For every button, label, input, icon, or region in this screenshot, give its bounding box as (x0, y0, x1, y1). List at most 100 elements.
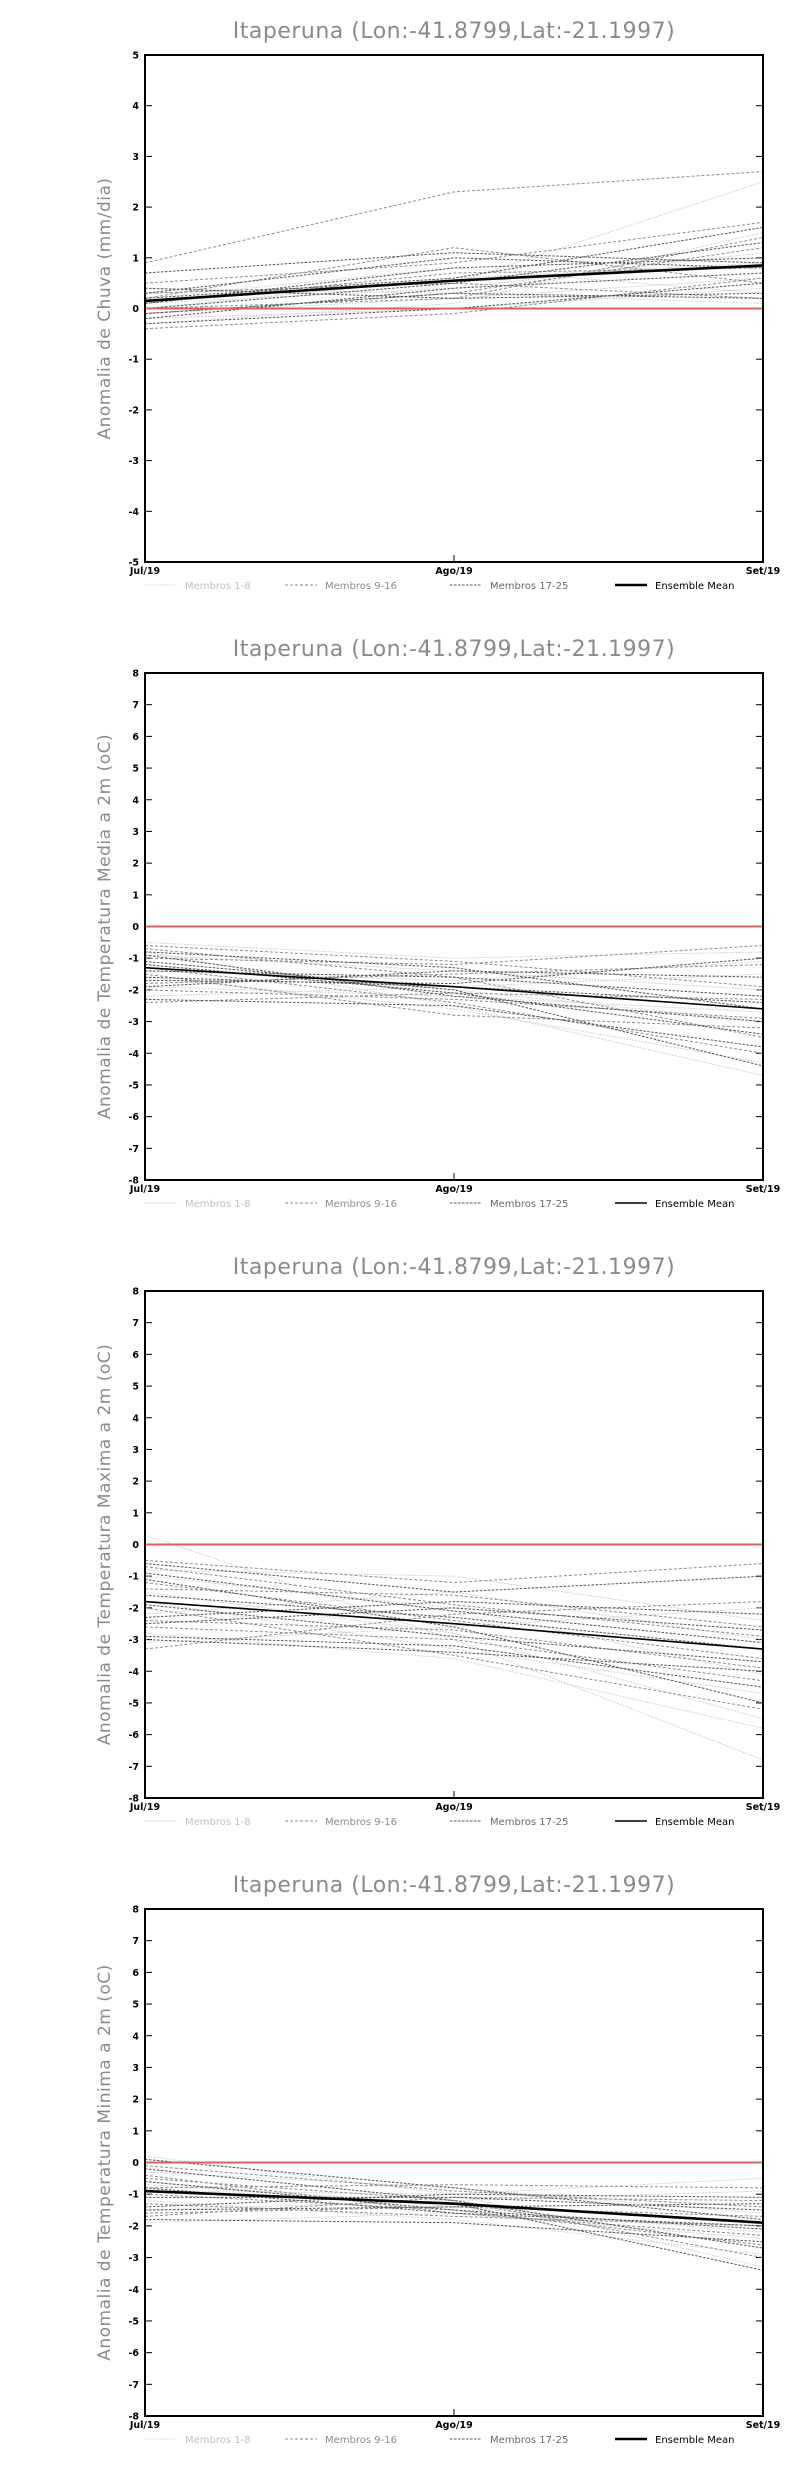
member-series-line-18 (144, 226, 764, 299)
legend-label-4: Ensemble Mean (655, 581, 734, 592)
member-series-line-9 (144, 1559, 764, 1584)
y-tick-label: 3 (132, 2063, 139, 2074)
member-series-line-4 (144, 267, 764, 299)
y-tick-label: 5 (132, 764, 139, 775)
member-series-line-10 (144, 945, 764, 966)
member-series-line-10 (144, 1582, 764, 1660)
y-tick-label: 0 (132, 922, 139, 933)
y-tick-label: 8 (132, 1905, 139, 1916)
member-series-line-16 (144, 989, 764, 1019)
member-series-line-23 (144, 1572, 764, 1644)
legend-label-2: Membros 9-16 (325, 1199, 397, 1210)
y-tick-label: 5 (132, 2000, 139, 2011)
x-tick-label: Jul/19 (129, 566, 160, 577)
member-series-line-17 (144, 252, 764, 274)
member-series-line-20 (144, 2181, 764, 2230)
member-series-line-10 (144, 2193, 764, 2246)
member-series-line-14 (144, 964, 764, 985)
member-series-line-20 (144, 998, 764, 1048)
y-tick-label: -3 (128, 1017, 139, 1028)
chart-title: Itaperuna (Lon:-41.8799,Lat:-21.1997) (233, 19, 675, 44)
member-series-line-15 (144, 1588, 764, 1628)
member-series-line-2 (144, 1591, 764, 1720)
y-tick-label: 7 (132, 700, 139, 711)
member-series-line-5 (144, 231, 764, 325)
y-tick-label: 6 (132, 1350, 139, 1361)
member-series-line-14 (144, 1607, 764, 1710)
y-tick-label: 0 (132, 1540, 139, 1551)
y-tick-label: 2 (132, 2095, 139, 2106)
legend-label-2: Membros 9-16 (325, 1817, 397, 1828)
member-series-line-6 (144, 2177, 764, 2195)
plot-frame (144, 1290, 764, 1799)
ensemble-mean-line (144, 2189, 764, 2225)
member-series-line-13 (144, 945, 764, 988)
chart-title: Itaperuna (Lon:-41.8799,Lat:-21.1997) (233, 637, 675, 662)
y-tick-label: -5 (128, 2316, 139, 2327)
member-series-line-13 (144, 1601, 764, 1650)
member-series-line-25 (144, 292, 764, 315)
member-series-line-9 (144, 171, 764, 264)
member-series-line-1 (144, 1534, 764, 1761)
chart-panel-3: Itaperuna (Lon:-41.8799,Lat:-21.1997) Ano… (95, 1255, 780, 1828)
y-tick-label: -7 (128, 1762, 139, 1773)
y-tick-label: -5 (128, 558, 139, 569)
y-tick-label: 4 (132, 101, 139, 112)
legend-label-2: Membros 9-16 (325, 581, 397, 592)
legend: Membros 1-8 Membros 9-16 Membros 17-25 Ense… (145, 1817, 734, 1828)
member-series-line-21 (144, 287, 764, 299)
y-tick-label: 2 (132, 203, 139, 214)
legend: Membros 1-8 Membros 9-16 Membros 17-25 Ense… (145, 581, 734, 592)
member-series-line-9 (144, 2165, 764, 2208)
chart-panel-1: Itaperuna (Lon:-41.8799,Lat:-21.1997) Ano… (95, 19, 780, 592)
x-tick-label: Ago/19 (435, 1184, 472, 1195)
legend-label-1: Membros 1-8 (185, 1817, 251, 1828)
member-series-line-15 (144, 973, 764, 1029)
member-series-line-17 (144, 960, 764, 1067)
chart-panel-4: Itaperuna (Lon:-41.8799,Lat:-21.1997) Ano… (95, 1873, 780, 2446)
y-tick-label: -1 (128, 1572, 139, 1583)
member-series-line-25 (144, 1607, 764, 1631)
member-series-line-11 (144, 992, 764, 1004)
member-series-line-12 (144, 247, 764, 315)
y-tick-label: 3 (132, 827, 139, 838)
y-tick-label: -8 (128, 2412, 139, 2423)
y-tick-label: 5 (132, 1382, 139, 1393)
member-series-line-19 (144, 957, 764, 985)
x-tick-label: Jul/19 (129, 1802, 160, 1813)
y-tick-label: -5 (128, 1080, 139, 1091)
y-tick-label: 3 (132, 1445, 139, 1456)
y-tick-label: 0 (132, 304, 139, 315)
member-series-line-15 (144, 2206, 764, 2217)
member-series-line-11 (144, 2196, 764, 2217)
y-tick-label: -6 (128, 1730, 139, 1741)
x-tick-label: Set/19 (746, 1802, 781, 1813)
plot-frame (144, 54, 764, 563)
y-tick-label: 6 (132, 1968, 139, 1979)
member-series-line-24 (144, 257, 764, 294)
member-series-line-24 (144, 964, 764, 1035)
y-tick-label: -8 (128, 1176, 139, 1187)
y-tick-label: -7 (128, 2380, 139, 2391)
y-tick-label: -1 (128, 2190, 139, 2201)
member-series-line-12 (144, 1566, 764, 1637)
x-tick-label: Set/19 (746, 1184, 781, 1195)
x-tick-label: Ago/19 (435, 566, 472, 577)
ensemble-mean-line (144, 966, 764, 1010)
x-tick-label: Jul/19 (129, 1184, 160, 1195)
y-tick-label: -4 (128, 1049, 139, 1060)
y-tick-label: -6 (128, 1112, 139, 1123)
chart-title: Itaperuna (Lon:-41.8799,Lat:-21.1997) (233, 1255, 675, 1280)
plot-frame (144, 1908, 764, 2417)
y-tick-label: -4 (128, 507, 139, 518)
member-series-line-20 (144, 257, 764, 304)
y-tick-label: -7 (128, 1144, 139, 1155)
y-tick-label: 5 (132, 51, 139, 62)
y-tick-label: 1 (132, 2126, 139, 2137)
y-axis-label: Anomalia de Temperatura Maxima a 2m (oC) (95, 1344, 115, 1746)
x-tick-label: Set/19 (746, 566, 781, 577)
y-tick-label: -1 (128, 954, 139, 965)
y-tick-label: -2 (128, 1603, 139, 1614)
chart-title: Itaperuna (Lon:-41.8799,Lat:-21.1997) (233, 1873, 675, 1898)
